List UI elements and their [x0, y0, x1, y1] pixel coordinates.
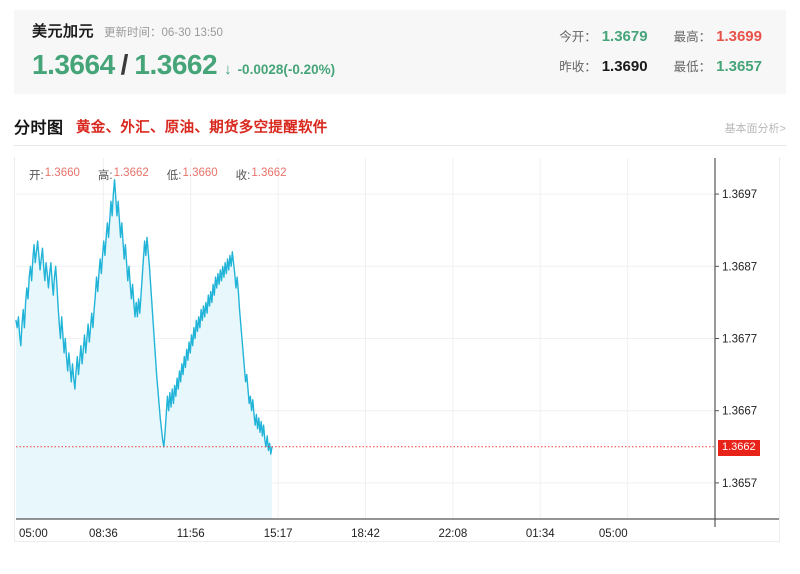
ohlc-low-label: 低:	[166, 170, 182, 182]
ohlc-low-value: 1.3660	[182, 167, 218, 179]
last-price-tag: 1.3662	[718, 439, 760, 456]
svg-text:1.3667: 1.3667	[722, 406, 757, 418]
change-value: -0.0028(-0.20%)	[237, 62, 336, 77]
svg-text:1.3677: 1.3677	[722, 334, 757, 346]
svg-text:01:34: 01:34	[526, 528, 555, 540]
ohlc-open: 开: 1.3660	[29, 167, 80, 183]
svg-text:1.3687: 1.3687	[722, 261, 757, 273]
stat-high-value: 1.3699	[716, 28, 762, 45]
stat-high-label: 最高：	[673, 30, 712, 44]
quote-stats: 今开： 1.3679 最高： 1.3699 昨收： 1.3690 最低： 1.3…	[559, 26, 762, 75]
svg-text:05:00: 05:00	[19, 528, 48, 540]
quote-header-panel: 美元加元 更新时间：06-30 13:50 1.3664 / 1.3662 ↓ …	[14, 10, 786, 94]
svg-text:11:56: 11:56	[177, 528, 205, 540]
stat-open-value: 1.3679	[601, 28, 648, 45]
ask-price: 1.3662	[134, 49, 218, 80]
stat-high: 最高： 1.3699	[674, 26, 762, 45]
stat-open: 今开： 1.3679	[559, 26, 647, 45]
intraday-chart-svg[interactable]: 1.3697 1.3687 1.3677 1.3667 1.3657 05:00 08:36…	[15, 157, 781, 542]
ohlc-high: 高: 1.3662	[98, 167, 149, 183]
promo-link[interactable]: 黄金、外汇、原油、期货多空提醒软件	[76, 120, 328, 136]
svg-text:15:17: 15:17	[264, 528, 293, 540]
ohlc-readout: 开: 1.3660 高: 1.3662 低: 1.3660 收: 1.3662	[29, 167, 287, 183]
tab-timeshare[interactable]: 分时图	[14, 120, 64, 137]
ohlc-low: 低: 1.3660	[167, 167, 218, 183]
chart-tab-row: 分时图 黄金、外汇、原油、期货多空提醒软件 基本面分析>	[14, 114, 786, 144]
tab-divider	[14, 145, 786, 146]
svg-text:22:08: 22:08	[438, 528, 467, 540]
ohlc-open-label: 开:	[29, 170, 44, 182]
stat-low-value: 1.3657	[716, 58, 762, 75]
symbol-row: 美元加元 更新时间：06-30 13:50	[32, 20, 335, 44]
ohlc-close: 收: 1.3662	[236, 167, 287, 183]
symbol-name: 美元加元	[32, 23, 95, 40]
ohlc-high-label: 高:	[97, 170, 113, 182]
price-row: 1.3664 / 1.3662 ↓ -0.0028(-0.20%)	[32, 49, 335, 81]
svg-text:1.3657: 1.3657	[722, 478, 757, 490]
update-time-label: 更新时间：	[104, 27, 162, 39]
svg-text:05:00: 05:00	[599, 528, 628, 540]
bid-price: 1.3664	[32, 49, 115, 80]
update-time-value: 06-30 13:50	[161, 27, 223, 39]
ohlc-close-label: 收:	[235, 170, 251, 182]
stat-prevclose-value: 1.3690	[601, 58, 648, 75]
stat-low: 最低： 1.3657	[674, 56, 762, 75]
intraday-chart-panel[interactable]: 1.3697 1.3687 1.3677 1.3667 1.3657 05:00 08:36…	[14, 157, 780, 542]
ohlc-close-value: 1.3662	[251, 167, 287, 179]
ohlc-high-value: 1.3662	[113, 167, 149, 179]
change-direction-icon: ↓	[224, 61, 232, 78]
update-time: 更新时间：06-30 13:50	[104, 24, 223, 40]
fundamental-analysis-link[interactable]: 基本面分析>	[724, 123, 786, 135]
ohlc-open-value: 1.3660	[44, 167, 80, 179]
stat-prevclose-label: 昨收：	[559, 60, 597, 74]
stat-prevclose: 昨收： 1.3690	[559, 56, 647, 75]
price-separator: /	[120, 49, 129, 80]
stat-open-label: 今开：	[559, 30, 597, 44]
stat-low-label: 最低：	[673, 60, 712, 74]
svg-text:08:36: 08:36	[89, 528, 118, 540]
quote-primary: 美元加元 更新时间：06-30 13:50 1.3664 / 1.3662 ↓ …	[32, 20, 335, 81]
svg-text:1.3697: 1.3697	[722, 189, 757, 201]
svg-text:18:42: 18:42	[351, 528, 380, 540]
